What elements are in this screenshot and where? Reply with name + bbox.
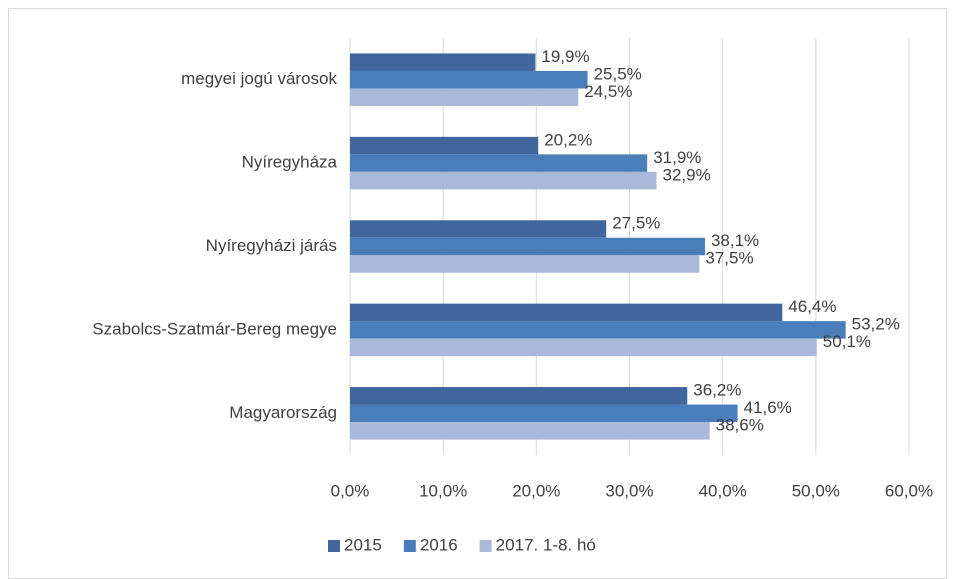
y-tick-label: Nyíregyháza	[242, 153, 338, 172]
legend-label: 2015	[344, 535, 382, 554]
y-tick-label: Nyíregyházi járás	[206, 236, 337, 255]
data-label: 41,6%	[744, 398, 792, 417]
x-tick-label: 0,0%	[331, 481, 370, 500]
bar	[350, 154, 648, 172]
bar	[350, 220, 607, 238]
legend-swatch	[328, 540, 340, 552]
x-tick-label: 10,0%	[419, 481, 467, 500]
y-tick-label: Szabolcs-Szatmár-Bereg megye	[92, 319, 337, 338]
data-label: 50,1%	[823, 332, 871, 351]
data-label: 38,1%	[711, 231, 759, 250]
data-label: 19,9%	[541, 47, 589, 66]
bar	[350, 88, 579, 106]
data-label: 38,6%	[716, 416, 764, 435]
bar	[350, 53, 536, 71]
bar	[350, 70, 588, 89]
x-tick-label: 60,0%	[885, 481, 933, 500]
legend-swatch	[479, 540, 492, 552]
data-label: 25,5%	[594, 64, 642, 83]
legend-label: 2016	[420, 535, 458, 554]
bar	[350, 422, 710, 440]
data-label: 20,2%	[544, 130, 592, 149]
bar	[350, 237, 705, 256]
data-label: 46,4%	[788, 297, 836, 316]
bar	[350, 321, 846, 339]
bar	[350, 255, 700, 273]
data-label: 27,5%	[612, 214, 660, 233]
legend-label: 2017. 1-8. hó	[496, 535, 596, 554]
data-label: 36,2%	[693, 381, 741, 400]
bar	[350, 171, 657, 190]
legend-swatch	[403, 540, 416, 552]
data-label: 24,5%	[584, 82, 632, 101]
bar	[350, 338, 817, 357]
data-label: 37,5%	[705, 249, 753, 268]
x-tick-label: 40,0%	[699, 481, 747, 500]
bar	[350, 404, 738, 423]
bar	[350, 387, 688, 405]
y-tick-label: Magyarország	[229, 403, 337, 422]
data-label: 32,9%	[663, 165, 711, 184]
bar	[350, 303, 783, 322]
x-tick-label: 50,0%	[792, 481, 840, 500]
data-label: 31,9%	[653, 148, 701, 167]
y-tick-label: megyei jogú városok	[181, 69, 337, 88]
data-label: 53,2%	[852, 315, 900, 334]
x-tick-label: 20,0%	[512, 481, 560, 500]
x-tick-label: 30,0%	[605, 481, 653, 500]
bar	[350, 136, 539, 155]
